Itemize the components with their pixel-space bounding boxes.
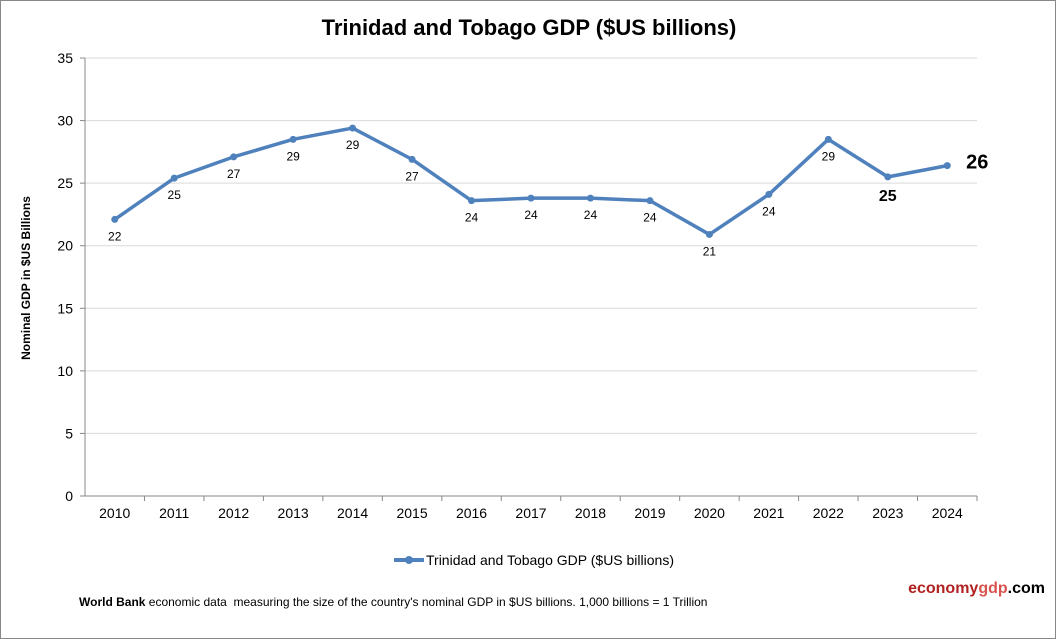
data-label: 24 — [465, 211, 479, 225]
data-point — [705, 230, 713, 238]
data-point — [646, 197, 654, 205]
x-tick-label: 2012 — [218, 505, 249, 521]
y-tick-label: 20 — [57, 238, 73, 254]
x-tick-label: 2024 — [932, 505, 963, 521]
x-tick-label: 2022 — [813, 505, 844, 521]
x-tick-label: 2014 — [337, 505, 368, 521]
y-tick-label: 30 — [57, 113, 73, 129]
data-label: 25 — [168, 188, 182, 202]
data-label: 24 — [762, 204, 776, 218]
footer-text: economic data measuring the size of the … — [145, 595, 708, 609]
data-label: 24 — [524, 208, 538, 222]
y-tick-label: 35 — [57, 50, 73, 66]
x-tick-label: 2016 — [456, 505, 487, 521]
data-point — [527, 194, 535, 202]
y-tick-label: 0 — [65, 488, 73, 504]
data-label: 26 — [966, 152, 988, 174]
data-label: 29 — [286, 149, 300, 163]
x-tick-label: 2018 — [575, 505, 606, 521]
x-tick-label: 2011 — [159, 505, 189, 521]
x-tick-label: 2021 — [753, 505, 784, 521]
chart-title: Trinidad and Tobago GDP ($US billions) — [321, 15, 737, 40]
x-tick-label: 2019 — [634, 505, 665, 521]
brand-part-1: economy — [908, 580, 979, 597]
x-tick-label: 2020 — [694, 505, 725, 521]
x-tick-label: 2013 — [278, 505, 309, 521]
data-label: 25 — [879, 188, 897, 205]
legend-label: Trinidad and Tobago GDP ($US billions) — [426, 552, 674, 568]
data-label: 24 — [584, 208, 598, 222]
y-tick-label: 5 — [65, 425, 73, 441]
data-point — [586, 194, 594, 202]
y-tick-label: 25 — [57, 175, 73, 191]
x-tick-label: 2023 — [872, 505, 903, 521]
x-tick-label: 2010 — [99, 505, 130, 521]
data-point — [824, 135, 832, 143]
legend: Trinidad and Tobago GDP ($US billions) — [394, 552, 674, 568]
x-tick-label: 2017 — [515, 505, 546, 521]
x-tick-label: 2015 — [396, 505, 427, 521]
data-label: 29 — [822, 149, 836, 163]
data-point — [884, 173, 892, 181]
y-tick-label: 15 — [57, 300, 73, 316]
legend-swatch — [394, 556, 424, 564]
data-point — [230, 153, 238, 161]
data-point — [289, 135, 297, 143]
brand-part-2: gdp — [978, 580, 1008, 597]
data-label: 24 — [643, 211, 657, 225]
brand-logo[interactable]: economygdp.com — [908, 580, 1045, 598]
data-point — [468, 197, 476, 205]
data-label: 22 — [108, 229, 122, 243]
data-label: 21 — [703, 244, 717, 258]
y-tick-label: 10 — [57, 363, 73, 379]
brand-part-3: .com — [1007, 580, 1045, 597]
data-label: 27 — [405, 169, 419, 183]
data-point — [943, 162, 951, 170]
data-point — [408, 155, 416, 163]
data-point — [170, 174, 178, 182]
data-point — [111, 215, 119, 223]
footer-source: World Bank — [79, 595, 146, 609]
footer-note: World Bank economic data measuring the s… — [79, 595, 707, 609]
data-label: 27 — [227, 167, 241, 181]
data-label: 29 — [346, 138, 360, 152]
data-point — [349, 124, 357, 132]
data-point — [765, 190, 773, 198]
